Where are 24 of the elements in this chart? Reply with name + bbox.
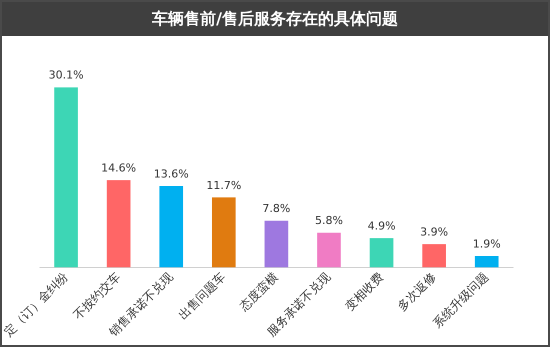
data-label: 14.6%	[101, 161, 136, 174]
data-label: 4.9%	[368, 219, 396, 232]
bar	[474, 256, 499, 268]
bar	[370, 238, 394, 268]
bar	[54, 87, 78, 268]
bar	[422, 244, 446, 268]
bar	[106, 180, 130, 268]
data-label: 11.7%	[206, 178, 242, 192]
data-label: 3.9%	[420, 225, 448, 238]
x-tick-label: 态度蛮横	[236, 270, 281, 314]
bar	[317, 232, 341, 268]
bar	[212, 197, 236, 268]
data-label: 30.1%	[48, 68, 84, 82]
x-tick-label: 出售问题车	[176, 270, 228, 322]
chart-title: 车辆售前/售后服务存在的具体问题	[2, 2, 548, 36]
data-label: 5.8%	[314, 214, 343, 228]
x-tick-label: 多次返修	[394, 270, 438, 314]
data-label: 13.6%	[154, 167, 189, 180]
x-tick-label: 定（订）金纠纷	[1, 270, 70, 340]
data-label: 7.8%	[262, 202, 290, 216]
bar	[159, 186, 184, 268]
data-label: 1.9%	[472, 237, 501, 250]
bar	[264, 220, 288, 268]
x-tick-label: 变相收费	[342, 270, 386, 314]
